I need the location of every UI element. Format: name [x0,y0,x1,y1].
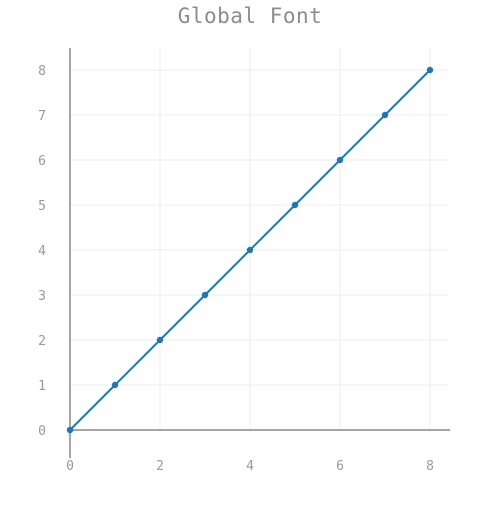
y-tick-label-3: 3 [38,289,46,304]
y-tick-label-5: 5 [38,199,46,214]
y-tick-label-0: 0 [38,424,46,439]
y-tick-label-1: 1 [38,379,46,394]
series-layer [66,66,434,434]
x-tick-label-0: 0 [66,459,74,474]
y-tick-label-2: 2 [38,334,46,349]
data-point-0-8 [426,66,434,74]
y-tick-label-4: 4 [38,244,46,259]
axis-layer [68,48,450,458]
x-tick-label-4: 8 [426,459,434,474]
data-point-0-7 [381,111,389,119]
y-tick-label-8: 8 [38,64,46,79]
data-point-0-1 [111,381,119,389]
x-tick-label-1: 2 [156,459,164,474]
data-point-0-5 [291,201,299,209]
data-point-0-6 [336,156,344,164]
tick-label-layer: 0 2 4 6 8 0 1 2 3 4 5 6 7 8 [38,64,434,474]
y-tick-label-7: 7 [38,109,46,124]
y-tick-label-6: 6 [38,154,46,169]
chart-title: Global Font [177,4,323,28]
x-tick-label-3: 6 [336,459,344,474]
data-point-0-0 [66,426,74,434]
grid-layer [70,48,448,430]
data-point-0-3 [201,291,209,299]
x-tick-label-2: 4 [246,459,254,474]
data-point-0-4 [246,246,254,254]
data-point-0-2 [156,336,164,344]
